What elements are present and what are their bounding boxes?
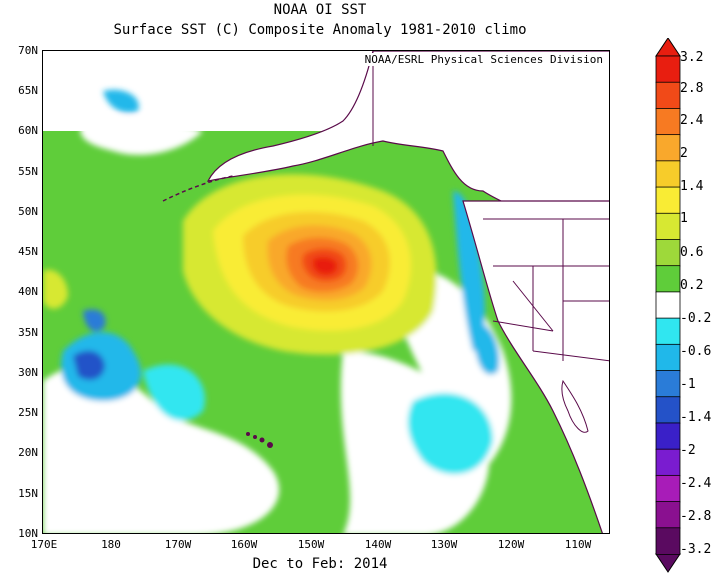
lat-label-60n: 60N xyxy=(18,124,38,137)
lat-label-15n: 15N xyxy=(18,487,38,500)
lat-label-55n: 55N xyxy=(18,165,38,178)
colorbar-bottom-arrow xyxy=(655,553,681,573)
lat-label-50n: 50N xyxy=(18,205,38,218)
lon-label-120w: 120W xyxy=(497,538,525,551)
western-us-mexico-land xyxy=(462,200,609,533)
colorbar-label-0-6: 0.6 xyxy=(680,245,704,260)
time-period-label: Dec to Feb: 2014 xyxy=(252,556,388,572)
neutral-region-southwest xyxy=(43,366,279,533)
colorbar-swatch xyxy=(655,448,681,477)
colorbar-swatch xyxy=(655,55,681,84)
cool-anomaly-central xyxy=(407,393,493,475)
colorbar-label-minus-0-2: -0.2 xyxy=(680,311,712,326)
hawaiian-islands xyxy=(246,432,273,448)
colorbar-label-minus-0-6: -0.6 xyxy=(680,344,712,359)
colorbar-swatch xyxy=(655,291,681,320)
colorbar xyxy=(655,38,681,573)
lat-label-20n: 20N xyxy=(18,446,38,459)
lon-label-130w: 130W xyxy=(430,538,458,551)
lon-label-170e: 170E xyxy=(30,538,58,551)
colorbar-swatch xyxy=(655,527,681,555)
map-title: NOAA OI SST xyxy=(273,2,367,18)
warm-anomaly-core xyxy=(312,256,338,275)
colorbar-swatch xyxy=(655,317,681,346)
sst-map-canvas xyxy=(43,51,609,533)
colorbar-label-minus-3-2: -3.2 xyxy=(680,542,712,557)
colorbar-label-minus-2: -2 xyxy=(680,443,696,458)
colorbar-swatch xyxy=(655,474,681,503)
colorbar-label-3-2: 3.2 xyxy=(680,50,704,65)
lon-label-180: 180 xyxy=(101,538,121,551)
colorbar-label-minus-2-4: -2.4 xyxy=(680,476,712,491)
lon-label-160w: 160W xyxy=(230,538,258,551)
colorbar-swatch xyxy=(655,396,681,424)
lat-label-35n: 35N xyxy=(18,326,38,339)
colorbar-label-minus-1-4: -1.4 xyxy=(680,410,712,425)
lat-label-10n: 10N xyxy=(18,527,38,540)
colorbar-swatch xyxy=(655,265,681,293)
colorbar-swatch xyxy=(655,108,681,136)
lon-label-140w: 140W xyxy=(364,538,392,551)
cool-anomaly-core-west xyxy=(73,350,105,380)
cool-anomaly-coast-south xyxy=(473,321,500,375)
cool-anomaly-west-north xyxy=(83,309,106,332)
credit-label: NOAA/ESRL Physical Sciences Division xyxy=(362,53,605,66)
map-subtitle: Surface SST (C) Composite Anomaly 1981-2… xyxy=(113,22,527,38)
colorbar-label-2-8: 2.8 xyxy=(680,81,704,96)
lon-label-170w: 170W xyxy=(164,538,192,551)
cool-anomaly-dateline xyxy=(143,364,205,421)
lat-label-65n: 65N xyxy=(18,84,38,97)
lat-label-70n: 70N xyxy=(18,44,38,57)
colorbar-label-2: 2 xyxy=(680,146,688,161)
colorbar-swatch xyxy=(655,501,681,529)
sst-anomaly-map: NOAA/ESRL Physical Sciences Division xyxy=(42,50,610,534)
colorbar-label-minus-2-8: -2.8 xyxy=(680,509,712,524)
warm-anomaly-far-west xyxy=(43,269,68,309)
lon-label-110w: 110W xyxy=(564,538,592,551)
colorbar-swatch xyxy=(655,81,681,110)
lat-label-25n: 25N xyxy=(18,406,38,419)
colorbar-swatch xyxy=(655,239,681,267)
colorbar-label-2-4: 2.4 xyxy=(680,113,704,128)
colorbar-top-arrow xyxy=(655,38,681,57)
lat-label-45n: 45N xyxy=(18,245,38,258)
colorbar-label-1: 1 xyxy=(680,211,688,226)
cool-anomaly-bering xyxy=(103,89,139,113)
neutral-region-north xyxy=(80,116,203,155)
colorbar-swatch xyxy=(655,422,681,451)
colorbar-label-minus-1: -1 xyxy=(680,377,696,392)
colorbar-label-1-4: 1.4 xyxy=(680,179,704,194)
colorbar-label-0-2: 0.2 xyxy=(680,278,704,293)
state-boundaries xyxy=(372,51,609,362)
baja-california-land xyxy=(561,379,589,433)
colorbar-swatch xyxy=(655,186,681,215)
aleutian-islands xyxy=(162,175,234,202)
lat-label-30n: 30N xyxy=(18,366,38,379)
colorbar-swatch xyxy=(655,212,681,241)
lat-label-40n: 40N xyxy=(18,285,38,298)
lon-label-150w: 150W xyxy=(297,538,325,551)
colorbar-swatch xyxy=(655,343,681,372)
colorbar-swatch xyxy=(655,160,681,188)
cool-anomaly-coast xyxy=(453,191,485,351)
colorbar-swatch xyxy=(655,134,681,162)
colorbar-swatch xyxy=(655,370,681,398)
